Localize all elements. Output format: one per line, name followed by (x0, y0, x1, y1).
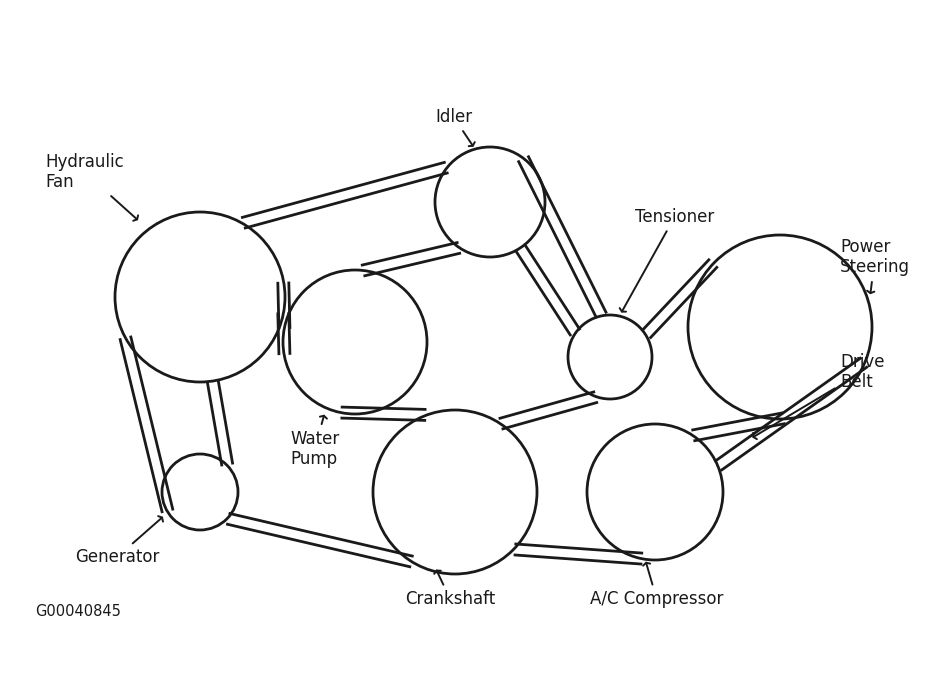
Text: Generator: Generator (75, 516, 163, 566)
Text: A/C Compressor: A/C Compressor (590, 563, 722, 608)
Text: Power
Steering: Power Steering (839, 237, 909, 293)
Text: Tensioner: Tensioner (619, 208, 714, 312)
Text: Crankshaft: Crankshaft (404, 570, 495, 608)
Text: Drive
Belt: Drive Belt (753, 353, 883, 439)
Text: G00040845: G00040845 (35, 604, 121, 619)
Text: Idler: Idler (435, 108, 475, 146)
Text: Water
Pump: Water Pump (290, 416, 339, 468)
Text: Hydraulic
Fan: Hydraulic Fan (44, 153, 138, 221)
